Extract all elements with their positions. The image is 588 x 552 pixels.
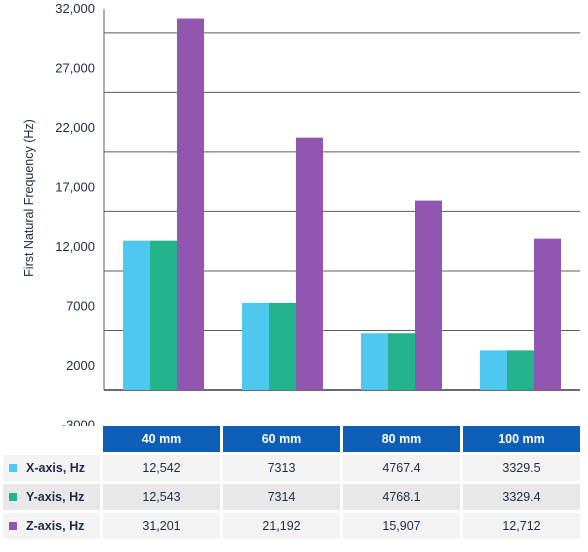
bar-z-40mm	[177, 18, 204, 391]
legend-swatch	[9, 521, 17, 530]
series-legend-y: Y-axis, Hz	[3, 481, 103, 510]
bar-x-40mm	[123, 240, 150, 390]
bar-y-80mm	[388, 333, 415, 390]
table-cell: 15,907	[343, 510, 463, 539]
bar-y-60mm	[269, 302, 296, 390]
bar-chart: 32,000 27,000 22,000 17,000 12,000 7000 2000 -3…	[22, 1, 580, 426]
table-header-category: 100 mm	[463, 426, 583, 452]
legend-swatch	[9, 463, 17, 472]
series-name: X-axis, Hz	[26, 461, 86, 475]
table-header-row: 40 mm 60 mm 80 mm 100 mm	[3, 426, 583, 452]
table-row: Y-axis, Hz 12,543 7314 4768.1 3329.4	[3, 481, 583, 510]
bar-y-40mm	[150, 240, 177, 390]
bar-x-100mm	[480, 350, 507, 390]
table-cell: 12,712	[463, 510, 583, 539]
table-row: Z-axis, Hz 31,201 21,192 15,907 12,712	[3, 510, 583, 539]
table-cell: 4768.1	[343, 481, 463, 510]
series-name: Y-axis, Hz	[26, 490, 85, 504]
y-tick-label: 17,000	[55, 180, 95, 195]
y-tick-label: 27,000	[55, 61, 95, 76]
y-tick-label: 7000	[66, 299, 95, 314]
series-name: Z-axis, Hz	[26, 519, 85, 533]
table-cell: 12,542	[103, 452, 223, 481]
table-cell: 3329.5	[463, 452, 583, 481]
table-cell: 12,543	[103, 481, 223, 510]
y-axis-title: First Natural Frequency (Hz)	[22, 119, 36, 277]
bar-y-100mm	[507, 350, 534, 390]
table-header-category: 80 mm	[343, 426, 463, 452]
data-table: 40 mm 60 mm 80 mm 100 mm X-axis, Hz 12,5…	[3, 426, 583, 539]
series-legend-x: X-axis, Hz	[3, 452, 103, 481]
y-tick-label: -3000	[62, 418, 95, 426]
bar-x-80mm	[361, 333, 388, 390]
series-legend-z: Z-axis, Hz	[3, 510, 103, 539]
bar-z-80mm	[415, 200, 442, 390]
y-tick-label: 2000	[66, 358, 95, 373]
y-tick-label: 22,000	[55, 120, 95, 135]
table-cell: 4767.4	[343, 452, 463, 481]
legend-swatch	[9, 492, 17, 501]
table-cell: 7313	[223, 452, 343, 481]
table-cell: 3329.4	[463, 481, 583, 510]
y-tick-label: 32,000	[55, 1, 95, 16]
y-tick-label: 12,000	[55, 239, 95, 254]
table-header-category: 60 mm	[223, 426, 343, 452]
table-cell: 31,201	[103, 510, 223, 539]
bar-z-100mm	[534, 238, 561, 390]
bars	[123, 18, 561, 391]
bar-x-60mm	[242, 302, 269, 390]
bar-z-60mm	[296, 137, 323, 390]
table-cell: 21,192	[223, 510, 343, 539]
table-cell: 7314	[223, 481, 343, 510]
table-corner	[3, 426, 103, 452]
table-header-category: 40 mm	[103, 426, 223, 452]
table-row: X-axis, Hz 12,542 7313 4767.4 3329.5	[3, 452, 583, 481]
y-axis-ticks: 32,000 27,000 22,000 17,000 12,000 7000 2000 -3…	[55, 1, 95, 426]
